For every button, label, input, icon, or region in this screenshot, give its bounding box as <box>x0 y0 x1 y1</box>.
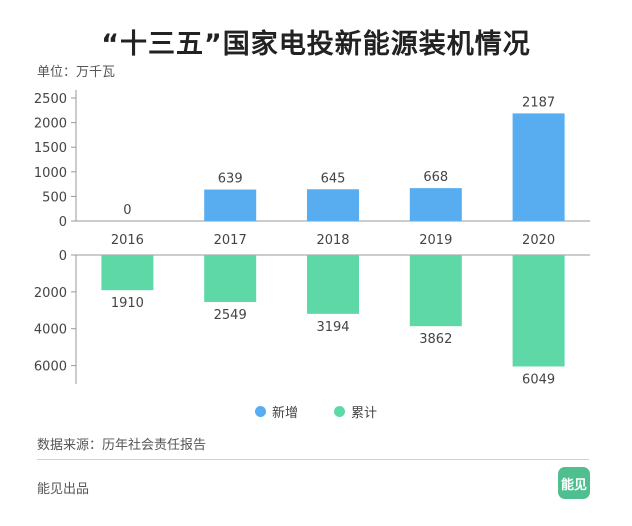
upper-y-tick-label: 2000 <box>34 117 67 132</box>
upper-y-tick-label: 500 <box>42 190 67 205</box>
lower-y-tick-label: 0 <box>59 249 67 264</box>
upper-y-tick-label: 1500 <box>34 141 67 156</box>
legend-dot-cumulative <box>334 406 345 417</box>
bar-cumulative <box>204 255 257 302</box>
bar-new <box>409 188 462 221</box>
brand-logo: 能见 <box>558 467 590 499</box>
data-label-cumulative: 1910 <box>111 296 144 311</box>
legend-label-new: 新增 <box>271 406 298 421</box>
legend-label-cumulative: 累计 <box>351 406 378 421</box>
bar-new <box>204 189 257 221</box>
x-category-label: 2016 <box>111 233 144 248</box>
legend-item-cumulative: 累计 <box>334 402 377 421</box>
data-label-new: 668 <box>423 170 448 185</box>
data-source: 数据来源：历年社会责任报告 <box>37 438 207 453</box>
data-label-cumulative: 3862 <box>419 332 452 347</box>
upper-y-tick-label: 2500 <box>34 92 67 107</box>
x-category-label: 2019 <box>419 233 452 248</box>
x-category-label: 2018 <box>316 233 349 248</box>
footer-credit: 能见出品 <box>37 482 90 497</box>
chart-legend: 新增 累计 <box>0 402 632 421</box>
bar-new <box>307 189 359 221</box>
divider <box>37 459 589 460</box>
bar-cumulative <box>307 255 359 314</box>
upper-y-tick-label: 0 <box>59 215 67 230</box>
bar-chart: 0 500 1000 1500 2000 2500 0 2000 4000 6000 2016 0 19… <box>34 90 590 387</box>
unit-label: 单位：万千瓦 <box>37 65 116 80</box>
bar-new <box>512 113 565 221</box>
lower-y-tick-label: 2000 <box>34 286 67 301</box>
bar-cumulative <box>101 255 154 291</box>
data-label-cumulative: 6049 <box>522 372 555 387</box>
data-label-new: 645 <box>321 171 346 186</box>
legend-dot-new <box>254 406 266 417</box>
bar-cumulative <box>512 255 565 367</box>
lower-y-tick-label: 4000 <box>34 323 67 338</box>
x-category-label: 2020 <box>522 233 555 248</box>
data-label-new: 2187 <box>522 95 555 110</box>
data-label-new: 639 <box>218 172 243 187</box>
data-label-cumulative: 3194 <box>316 320 349 335</box>
lower-y-tick-label: 6000 <box>34 360 67 375</box>
data-label-new: 0 <box>123 203 131 218</box>
chart-title: “十三五”国家电投新能源装机情况 <box>101 29 531 60</box>
legend-item-new: 新增 <box>254 402 298 421</box>
data-label-cumulative: 2549 <box>214 308 247 323</box>
x-category-label: 2017 <box>214 233 247 248</box>
upper-y-tick-label: 1000 <box>34 166 67 181</box>
bar-cumulative <box>409 255 462 327</box>
